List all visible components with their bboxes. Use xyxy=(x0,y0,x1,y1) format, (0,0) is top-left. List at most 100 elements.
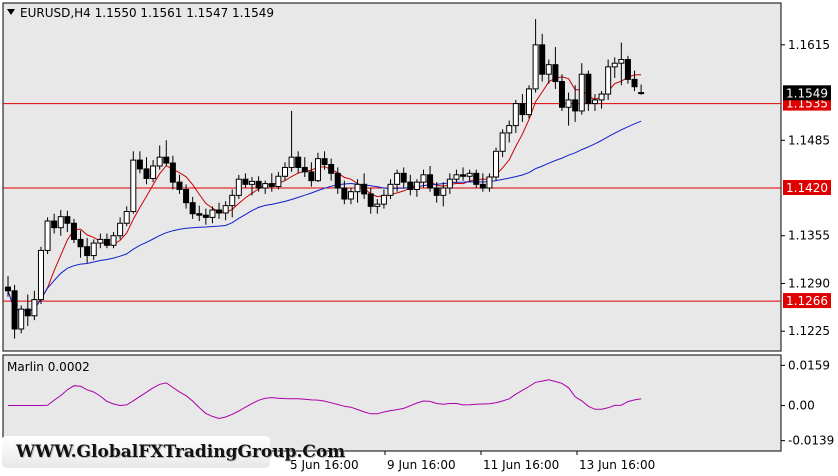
bear-candle-body xyxy=(585,73,592,105)
bear-candle-body xyxy=(77,238,84,248)
price-tick-label: 1.1615 xyxy=(788,38,830,52)
bull-candle-body xyxy=(493,150,500,178)
bear-candle-body xyxy=(295,156,302,168)
candle xyxy=(413,179,420,197)
bear-candle-body xyxy=(301,166,308,173)
candle xyxy=(216,202,223,219)
price-axis: 1.1615 1.1485 1.1355 1.1290 1.1225 xyxy=(781,38,830,338)
candle xyxy=(460,167,467,181)
marlin-oscillator-line[interactable] xyxy=(8,379,642,420)
bull-candle-body xyxy=(506,125,513,134)
price-tick-label: 1.1485 xyxy=(788,133,830,147)
indicator-header: Marlin 0.0002 xyxy=(7,360,90,374)
oscillator-tick-label: 0.00 xyxy=(788,399,815,413)
time-tick-label: 9 Jun 16:00 xyxy=(387,458,456,472)
candle xyxy=(301,157,308,177)
bear-candle-body xyxy=(268,183,275,188)
candle xyxy=(57,210,64,236)
candle xyxy=(328,158,335,181)
bear-candle-body xyxy=(321,158,328,166)
bull-candle-body xyxy=(347,191,354,200)
candle xyxy=(90,239,97,260)
candle xyxy=(169,155,176,190)
candle xyxy=(440,182,447,207)
bear-candle-body xyxy=(624,59,631,80)
candle xyxy=(37,246,44,305)
slow-moving-average-line[interactable] xyxy=(7,120,642,312)
bull-candle-body xyxy=(611,62,618,68)
main-plot-area xyxy=(2,2,782,352)
bull-candle-body xyxy=(578,73,585,112)
candle xyxy=(585,70,592,111)
candle xyxy=(407,174,414,196)
bear-candle-body xyxy=(341,187,348,200)
collapse-triangle-icon[interactable] xyxy=(7,9,15,15)
candle xyxy=(624,55,631,84)
bull-candle-body xyxy=(235,178,242,196)
bear-candle-body xyxy=(328,164,335,174)
bear-candle-body xyxy=(255,180,262,189)
candle xyxy=(473,169,480,189)
bear-candle-body xyxy=(519,103,526,116)
candle xyxy=(552,47,559,89)
candle xyxy=(506,120,513,143)
candle xyxy=(400,167,407,189)
candle xyxy=(638,84,645,95)
candle xyxy=(512,99,519,133)
bull-candle-body xyxy=(446,178,453,189)
candle xyxy=(150,160,157,183)
candle xyxy=(493,147,500,181)
candle xyxy=(262,180,269,194)
bull-candle-body xyxy=(156,156,163,167)
bull-candle-body xyxy=(117,222,124,237)
bull-candle-body xyxy=(618,59,625,64)
candle xyxy=(130,151,137,214)
bear-candle-body xyxy=(367,193,374,207)
candle xyxy=(539,33,546,82)
candle xyxy=(354,179,361,203)
candle xyxy=(123,206,130,227)
current-price-label: 1.1549 xyxy=(786,86,828,100)
bull-candle-body xyxy=(18,308,25,330)
candle xyxy=(618,42,625,86)
bear-candle-body xyxy=(143,168,150,179)
bear-candle-body xyxy=(202,214,209,218)
candle xyxy=(242,173,249,189)
oscillator-tick-label: -0.0139 xyxy=(788,434,834,448)
bull-candle-body xyxy=(512,103,519,127)
bear-candle-body xyxy=(5,286,11,292)
bear-candle-body xyxy=(24,308,31,317)
bull-candle-body xyxy=(565,99,572,108)
candle xyxy=(499,129,506,158)
candle xyxy=(374,199,381,214)
candle xyxy=(275,171,282,190)
bull-candle-body xyxy=(222,205,229,214)
bull-candle-body xyxy=(229,194,236,207)
candle xyxy=(24,294,31,327)
bear-candle-body xyxy=(460,174,467,177)
time-tick-label: 5 Jun 16:00 xyxy=(290,458,359,472)
candle xyxy=(420,169,427,189)
bull-candle-body xyxy=(466,172,473,177)
level-label-box xyxy=(783,180,831,196)
candle xyxy=(394,169,401,192)
bear-candle-body xyxy=(407,181,414,190)
candle xyxy=(486,173,493,192)
candle xyxy=(558,74,565,111)
bear-candle-body xyxy=(631,78,638,88)
candle xyxy=(176,174,183,194)
bull-candle-body xyxy=(150,165,157,179)
candle xyxy=(183,184,190,209)
candle xyxy=(64,210,71,233)
indicator-plot-area xyxy=(2,354,782,452)
candle xyxy=(209,206,216,224)
symbol-header: EURUSD,H4 1.1550 1.1561 1.1547 1.1549 xyxy=(20,6,274,20)
bull-candle-body xyxy=(37,249,44,301)
bear-candle-body xyxy=(433,187,440,196)
candle xyxy=(288,110,295,172)
bear-candle-body xyxy=(51,220,58,229)
bull-candle-body xyxy=(123,211,130,224)
oscillator-tick-label: 0.0159 xyxy=(788,358,830,372)
bull-candle-body xyxy=(262,183,269,189)
